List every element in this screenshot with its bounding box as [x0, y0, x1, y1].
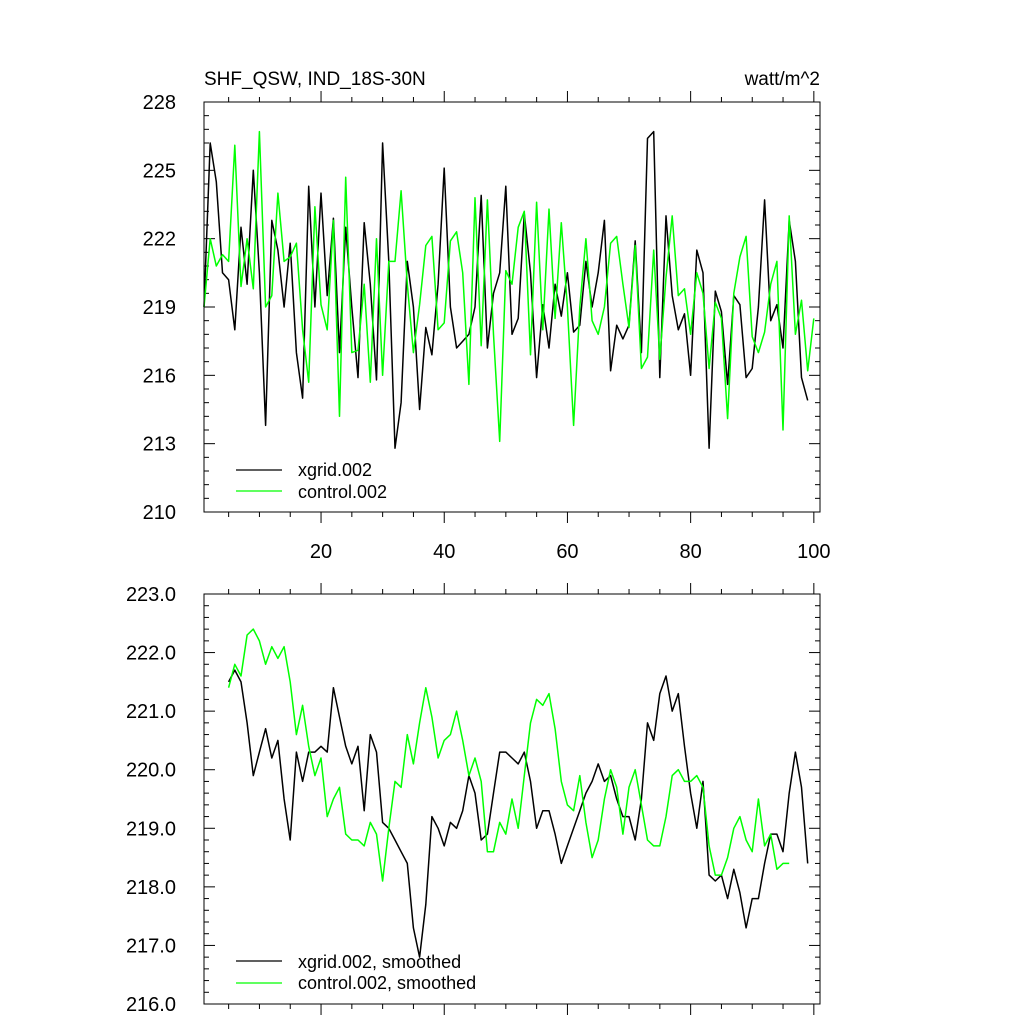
y-tick-label: 210 [143, 502, 176, 524]
chart-title: SHF_QSW, IND_18S-30N [204, 69, 426, 90]
legend-label-control-smoothed: control.002, smoothed [298, 973, 476, 993]
bottom-legend: xgrid.002, smoothed control.002, smoothe… [236, 952, 476, 993]
y-tick-label: 218.0 [126, 877, 176, 899]
y-tick-label: 225 [143, 160, 176, 182]
top-legend: xgrid.002 control.002 [236, 460, 387, 502]
x-tick-label: 60 [556, 541, 578, 563]
bottom-ticks: 216.0 217.0 218.0 219.0 220.0 221.0 222.0 223.0 [126, 583, 820, 1016]
top-series-lines [203, 130, 815, 449]
y-tick-label: 221.0 [126, 701, 176, 723]
y-tick-label: 223.0 [126, 584, 176, 606]
x-tick-label: 100 [797, 541, 830, 563]
legend-label-control: control.002 [298, 482, 387, 502]
units-label: watt/m^2 [744, 69, 820, 90]
top-panel: SHF_QSW, IND_18S-30N watt/m^2 210 213 216 2… [143, 69, 831, 563]
y-tick-label: 220.0 [126, 760, 176, 782]
y-tick-label: 219 [143, 297, 176, 319]
y-tick-label: 222 [143, 229, 176, 251]
bottom-plot-frame [203, 593, 821, 1005]
top-plot-frame [203, 101, 821, 513]
bottom-series-lines [227, 628, 809, 958]
y-tick-label: 213 [143, 434, 176, 456]
bottom-series-line-1 [227, 628, 790, 882]
y-tick-label: 216 [143, 365, 176, 387]
x-tick-label: 20 [310, 541, 332, 563]
top-series-line-0 [203, 130, 809, 449]
legend-label-xgrid: xgrid.002 [298, 460, 372, 480]
top-series-line-1 [203, 130, 815, 443]
y-tick-label: 228 [143, 92, 176, 114]
bottom-panel: 216.0 217.0 218.0 219.0 220.0 221.0 222.0 223.0… [126, 583, 821, 1016]
y-tick-label: 216.0 [126, 994, 176, 1016]
x-tick-label: 40 [433, 541, 455, 563]
x-tick-label: 80 [680, 541, 702, 563]
y-tick-label: 217.0 [126, 935, 176, 957]
bottom-series-line-0 [227, 669, 809, 958]
y-tick-label: 219.0 [126, 818, 176, 840]
legend-label-xgrid-smoothed: xgrid.002, smoothed [298, 952, 461, 972]
y-tick-label: 222.0 [126, 643, 176, 665]
